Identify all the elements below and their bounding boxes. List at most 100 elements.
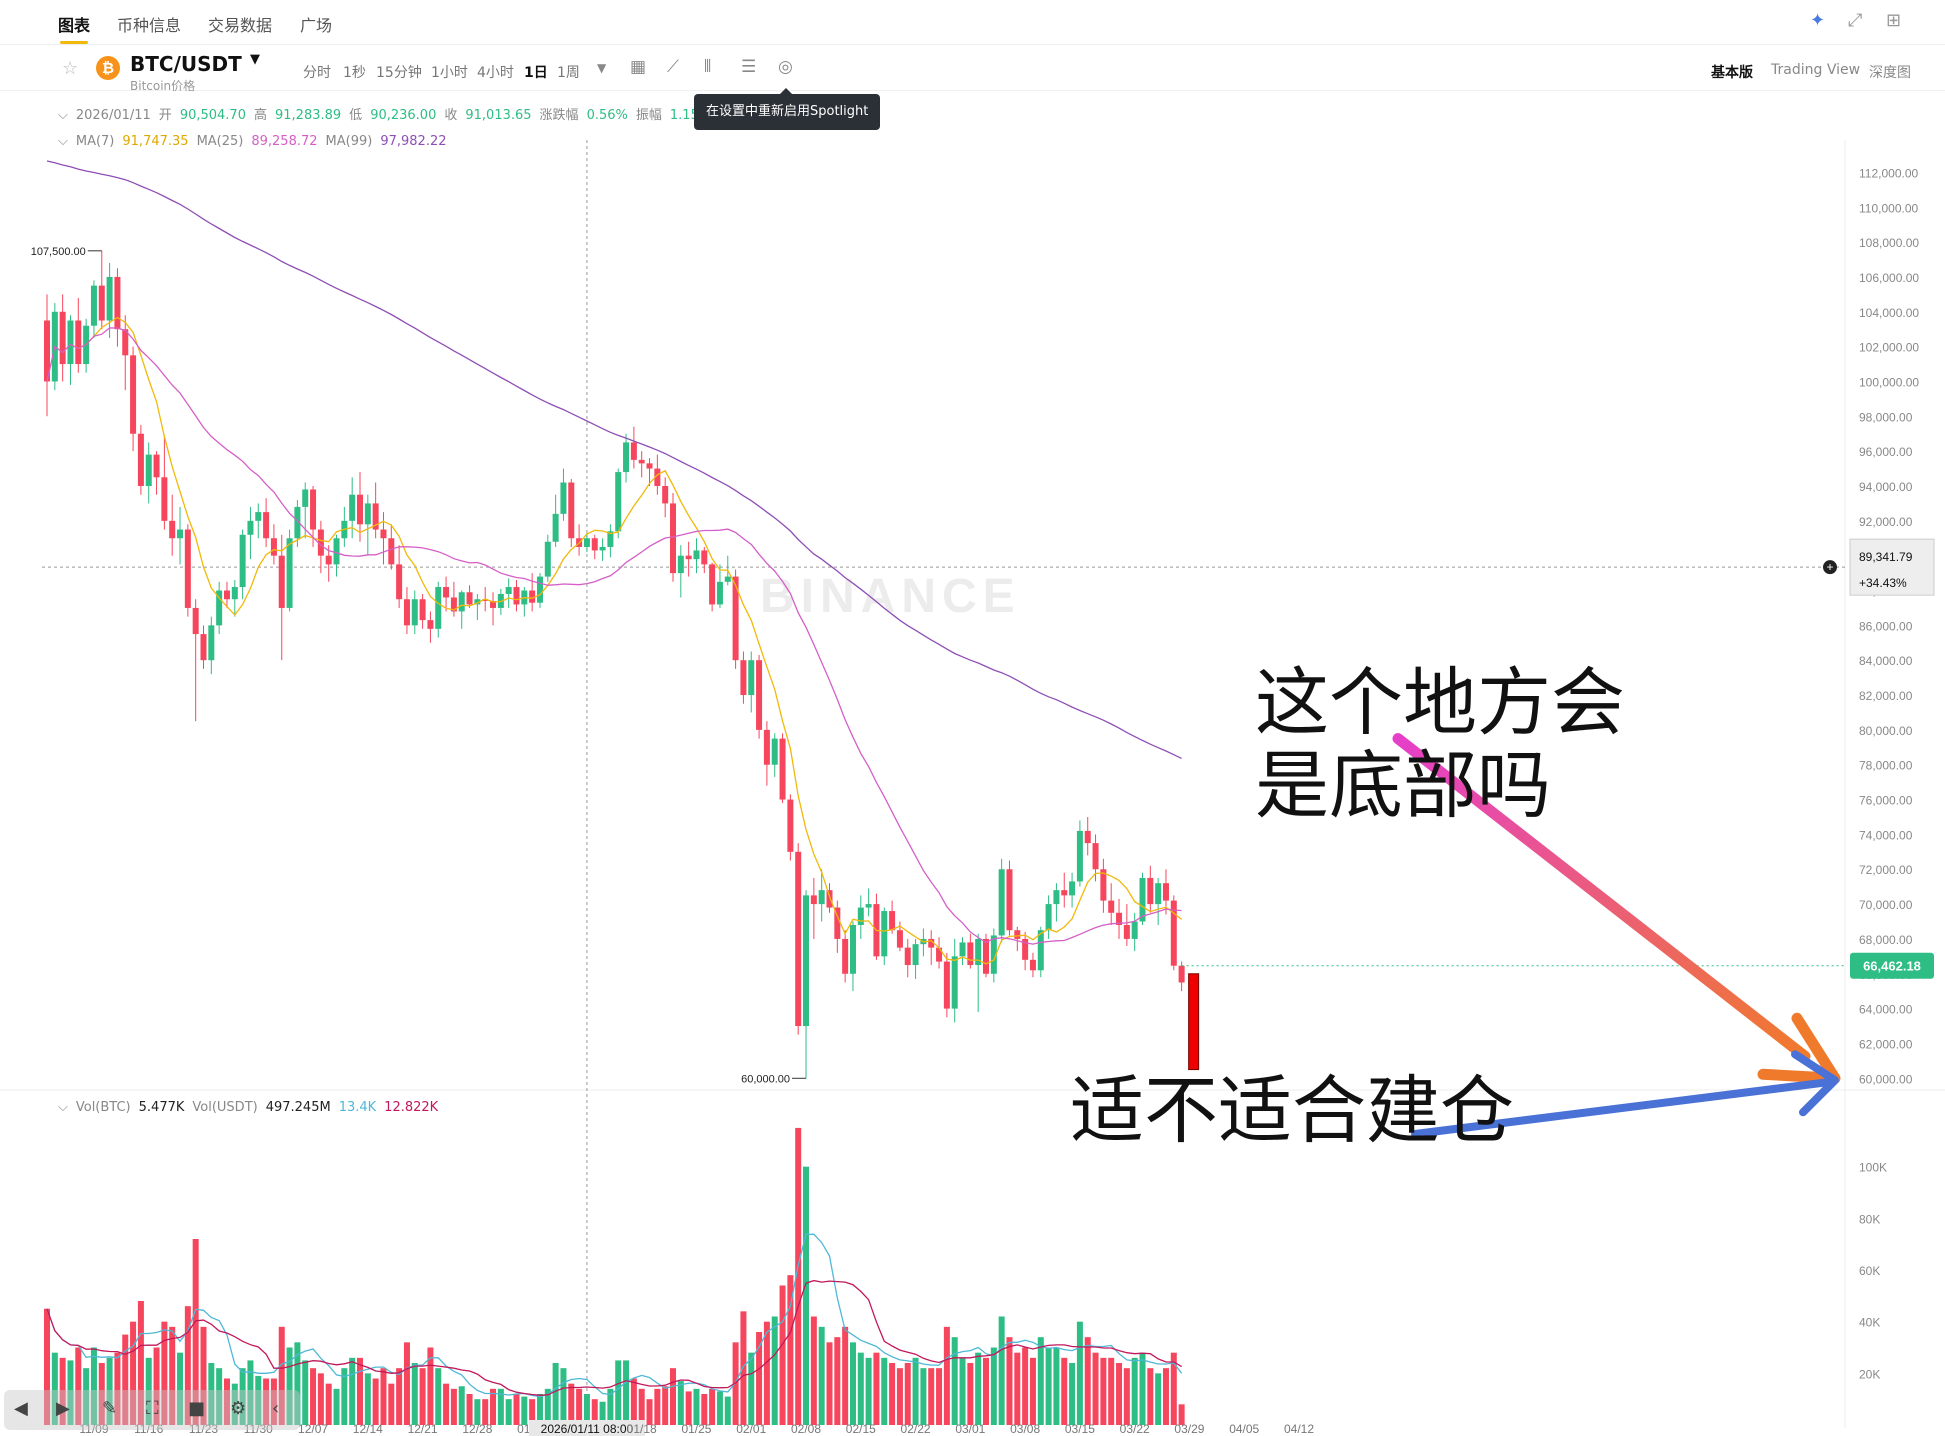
x-tick-label: 02/01 — [736, 1422, 766, 1436]
candle-body — [333, 538, 340, 565]
caret-down-icon[interactable]: ▼ — [250, 52, 260, 67]
volume-bar — [983, 1357, 989, 1425]
candle-body — [231, 587, 238, 600]
timeframe-1h[interactable]: 1小时 — [431, 65, 468, 81]
spotlight-icon[interactable]: ◎ — [778, 57, 793, 77]
arrow-from-buy-text — [1411, 1078, 1831, 1138]
volume-bar — [1092, 1352, 1099, 1425]
price-tick-label: 74,000.00 — [1859, 828, 1913, 842]
volume-bar — [724, 1396, 731, 1425]
tab-square[interactable]: 广场 — [300, 16, 333, 35]
calendar-icon[interactable]: ▦ — [630, 57, 647, 77]
candle-body — [1123, 924, 1130, 939]
candle-body — [583, 538, 590, 547]
candle-body — [317, 529, 324, 556]
volume-bar — [732, 1342, 739, 1425]
video-icon[interactable]: ■ — [188, 1398, 206, 1419]
volume-bar — [583, 1394, 590, 1425]
volume-bar — [1037, 1337, 1044, 1425]
expand-icon[interactable]: ⤢ — [1848, 10, 1863, 31]
volume-bar — [1139, 1352, 1146, 1425]
candle-body — [568, 482, 575, 539]
symbol-subtitle[interactable]: Bitcoin价格 — [130, 79, 196, 93]
more-timeframes-icon[interactable]: ▼ — [597, 61, 607, 75]
candle-body — [670, 503, 676, 574]
sparkle-icon[interactable]: ✦ — [1810, 10, 1826, 31]
change-value: 0.56% — [586, 108, 628, 123]
candle-body — [881, 911, 888, 957]
tab-coin-info[interactable]: 币种信息 — [117, 16, 182, 35]
screenshot-icon[interactable]: ⛶ — [146, 1398, 159, 1419]
view-tradingview[interactable]: Trading View — [1771, 62, 1861, 78]
timeframe-tick[interactable]: 分时 — [303, 65, 331, 81]
tab-trading-data[interactable]: 交易数据 — [208, 16, 273, 35]
star-icon[interactable]: ☆ — [62, 58, 79, 79]
chevron-down-icon[interactable]: ⌵ — [58, 134, 68, 149]
tab-chart[interactable]: 图表 — [58, 12, 90, 44]
low-mark-label: 60,000.00 — [741, 1073, 790, 1085]
timeframe-1s[interactable]: 1秒 — [343, 65, 366, 81]
volume-bar — [599, 1401, 606, 1425]
volume-bar — [1108, 1357, 1115, 1425]
volume-bar — [357, 1357, 363, 1425]
volume-bar — [763, 1321, 770, 1425]
candle-body — [247, 520, 254, 535]
candle-body — [1147, 877, 1154, 905]
candle-body — [803, 895, 810, 1027]
chevron-down-icon[interactable]: ⌵ — [58, 108, 68, 123]
settings-icon[interactable]: ⚙ — [230, 1398, 247, 1419]
volume-bar — [482, 1399, 489, 1425]
candle-body — [427, 620, 434, 629]
volume-bar — [990, 1347, 997, 1425]
grid-icon[interactable]: ⊞ — [1886, 10, 1902, 31]
collapse-icon[interactable]: ‹ — [272, 1398, 280, 1419]
indicator-icon[interactable]: ⟋ — [667, 57, 679, 77]
add-alert-icon[interactable] — [1823, 560, 1837, 575]
crosshair-date-box — [528, 1420, 645, 1436]
volume-bar — [474, 1399, 481, 1425]
candle-body — [357, 494, 363, 525]
candle-body — [161, 477, 168, 521]
volume-bar — [458, 1386, 465, 1425]
volume-bar — [239, 1368, 246, 1425]
chevron-down-icon[interactable]: ⌵ — [58, 1100, 68, 1115]
candle-body — [975, 938, 982, 966]
volume-bar — [701, 1394, 708, 1425]
candle-body — [482, 599, 489, 601]
volume-bar — [912, 1357, 919, 1425]
timeframe-4h[interactable]: 4小时 — [477, 65, 514, 81]
candle-body — [122, 329, 129, 356]
candle-body — [310, 489, 317, 530]
pencil-icon[interactable]: ✎ — [102, 1398, 118, 1419]
price-tick-label: 110,000.00 — [1859, 201, 1918, 215]
timeframe-1d[interactable]: 1日 — [524, 65, 548, 81]
volume-bar — [490, 1388, 497, 1425]
volume-bar — [654, 1388, 661, 1425]
plus-glyph: + — [1826, 560, 1833, 574]
candle-type-icon[interactable]: ⫴ — [704, 57, 712, 77]
layout-settings-icon[interactable]: ☰ — [741, 57, 757, 77]
volume-bar — [98, 1363, 105, 1425]
timeframe-15m[interactable]: 15分钟 — [376, 65, 422, 81]
play-icon[interactable]: ▶ — [56, 1398, 70, 1419]
candle-body — [951, 956, 958, 1009]
volume-bar — [779, 1285, 786, 1425]
candle-body — [936, 947, 943, 962]
candle-body — [278, 555, 285, 608]
candle-body — [990, 935, 997, 974]
view-basic[interactable]: 基本版 — [1711, 65, 1753, 81]
candle-body — [263, 512, 270, 539]
timeframe-1w[interactable]: 1周 — [557, 65, 580, 81]
volume-bar — [662, 1386, 669, 1425]
view-depth[interactable]: 深度图 — [1869, 65, 1911, 81]
rewind-icon[interactable]: ◀ — [14, 1398, 28, 1419]
volume-bar — [1147, 1368, 1154, 1425]
candle-body — [474, 599, 481, 605]
volume-bar — [192, 1239, 199, 1425]
volume-bar — [1123, 1368, 1130, 1425]
candle-body — [388, 538, 395, 565]
price-tick-label: 112,000.00 — [1859, 166, 1918, 180]
x-tick-label: 11/16 — [134, 1422, 163, 1436]
symbol-pair[interactable]: BTC/USDT — [130, 52, 242, 76]
